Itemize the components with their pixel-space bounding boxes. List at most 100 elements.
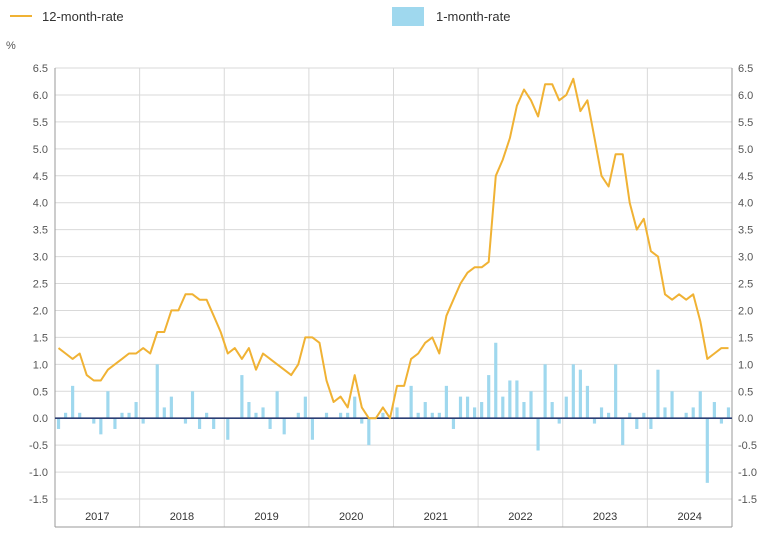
bar-1-month-rate bbox=[473, 407, 477, 419]
bar-1-month-rate bbox=[409, 385, 413, 419]
bar-1-month-rate bbox=[430, 412, 434, 419]
bar-1-month-rate bbox=[63, 412, 68, 419]
y-tick-label-right: 1.0 bbox=[738, 359, 753, 371]
bar-1-month-rate bbox=[663, 407, 667, 419]
bar-1-month-rate bbox=[642, 412, 646, 419]
bar-1-month-rate bbox=[212, 418, 216, 429]
y-tick-label-right: 3.0 bbox=[738, 252, 753, 264]
bar-1-month-rate bbox=[92, 418, 96, 424]
bar-1-month-rate bbox=[585, 385, 590, 419]
bar-1-month-rate bbox=[705, 418, 709, 483]
chart-legend: 12-month-rate 1-month-rate bbox=[0, 0, 775, 34]
line-12-month-rate bbox=[57, 77, 729, 420]
y-tick-label-left: 0.5 bbox=[33, 386, 48, 398]
y-tick-label-left: 1.0 bbox=[33, 359, 48, 371]
bar-1-month-rate bbox=[592, 418, 597, 424]
y-tick-label-left: 3.0 bbox=[33, 252, 48, 264]
bar-1-month-rate bbox=[656, 369, 660, 419]
y-tick-label-left: 1.5 bbox=[33, 332, 48, 344]
bar-1-month-rate bbox=[444, 385, 448, 419]
bar-1-month-rate bbox=[275, 391, 279, 419]
x-tick-label-year: 2024 bbox=[677, 511, 701, 523]
bar-1-month-rate bbox=[127, 412, 131, 419]
bar-1-month-rate bbox=[437, 412, 441, 419]
bar-1-month-rate bbox=[550, 402, 554, 419]
bar-1-month-rate bbox=[169, 396, 173, 419]
legend-item-1-month-rate[interactable]: 1-month-rate bbox=[392, 6, 510, 26]
y-tick-label-right: 5.0 bbox=[738, 144, 753, 156]
bar-1-month-rate bbox=[310, 418, 314, 440]
bar-1-month-rate bbox=[480, 402, 484, 419]
y-tick-label-right: 5.5 bbox=[738, 117, 753, 129]
bar-1-month-rate bbox=[381, 412, 385, 419]
x-tick-label-year: 2020 bbox=[339, 511, 363, 523]
legend-label-12-month-rate: 12-month-rate bbox=[42, 8, 124, 24]
bar-1-month-rate bbox=[162, 407, 166, 419]
y-tick-label-left: 5.0 bbox=[33, 144, 48, 156]
x-tick-label-year: 2022 bbox=[508, 511, 532, 523]
bar-1-month-rate bbox=[621, 418, 625, 446]
bar-1-month-rate bbox=[134, 402, 138, 419]
bar-1-month-rate bbox=[571, 364, 575, 419]
bar-1-month-rate bbox=[416, 412, 420, 419]
bar-1-month-rate bbox=[155, 364, 159, 419]
bar-1-month-rate bbox=[628, 412, 632, 419]
y-tick-label-right: 2.0 bbox=[738, 305, 753, 317]
bar-1-month-rate bbox=[487, 375, 491, 419]
y-tick-label-right: 6.5 bbox=[738, 63, 753, 75]
bar-1-month-rate bbox=[458, 396, 463, 419]
y-tick-label-left: 0.0 bbox=[33, 413, 48, 425]
legend-bar-swatch bbox=[392, 6, 424, 26]
bar-1-month-rate bbox=[268, 418, 272, 429]
bar-1-month-rate bbox=[529, 391, 533, 419]
y-tick-label-right: 1.5 bbox=[738, 332, 753, 344]
bar-1-month-rate bbox=[296, 412, 300, 419]
bar-1-month-rate bbox=[106, 391, 110, 419]
bar-1-month-rate bbox=[691, 407, 695, 419]
y-tick-label-left: 3.5 bbox=[33, 225, 48, 237]
y-tick-label-left: 4.0 bbox=[33, 198, 48, 210]
bar-1-month-rate bbox=[395, 407, 399, 419]
bar-1-month-rate bbox=[78, 412, 82, 419]
bar-1-month-rate bbox=[719, 418, 724, 424]
y-tick-label-right: 3.5 bbox=[738, 225, 753, 237]
y-tick-label-left: 6.0 bbox=[33, 90, 48, 102]
y-tick-label-right: -1.5 bbox=[738, 494, 757, 506]
y-tick-label-left: 5.5 bbox=[33, 117, 48, 129]
legend-item-12-month-rate[interactable]: 12-month-rate bbox=[10, 6, 124, 26]
bar-1-month-rate bbox=[599, 407, 604, 419]
bar-1-month-rate bbox=[261, 407, 265, 419]
bar-1-month-rate bbox=[465, 396, 470, 419]
bar-1-month-rate bbox=[226, 418, 230, 440]
bar-1-month-rate bbox=[423, 402, 427, 419]
bar-1-month-rate bbox=[684, 412, 688, 419]
bar-1-month-rate bbox=[183, 418, 188, 424]
x-tick-label-year: 2017 bbox=[85, 511, 109, 523]
y-tick-label-right: 4.5 bbox=[738, 171, 753, 183]
bar-1-month-rate bbox=[324, 412, 329, 419]
bar-1-month-rate bbox=[557, 418, 561, 424]
bar-1-month-rate bbox=[282, 418, 286, 435]
y-tick-label-right: 4.0 bbox=[738, 198, 753, 210]
bar-1-month-rate bbox=[501, 396, 505, 419]
y-tick-label-right: 2.5 bbox=[738, 279, 753, 291]
bar-1-month-rate bbox=[607, 412, 611, 419]
bar-1-month-rate bbox=[303, 396, 307, 419]
y-tick-label-right: -1.0 bbox=[738, 467, 757, 479]
bar-1-month-rate bbox=[726, 407, 731, 419]
y-tick-label-left: -1.0 bbox=[29, 467, 48, 479]
bar-1-month-rate bbox=[247, 402, 251, 419]
bar-1-month-rate bbox=[346, 412, 350, 419]
bar-1-month-rate bbox=[649, 418, 653, 429]
bar-1-month-rate bbox=[712, 402, 716, 419]
bar-1-month-rate bbox=[451, 418, 456, 429]
x-tick-label-year: 2021 bbox=[424, 511, 448, 523]
bar-1-month-rate bbox=[522, 402, 526, 419]
bar-1-month-rate bbox=[205, 412, 209, 419]
y-tick-label-left: 6.5 bbox=[33, 63, 48, 75]
bar-1-month-rate bbox=[71, 385, 75, 419]
legend-label-1-month-rate: 1-month-rate bbox=[436, 8, 511, 24]
bar-1-month-rate bbox=[141, 418, 145, 424]
bar-1-month-rate bbox=[543, 364, 547, 419]
bar-1-month-rate bbox=[254, 412, 258, 419]
